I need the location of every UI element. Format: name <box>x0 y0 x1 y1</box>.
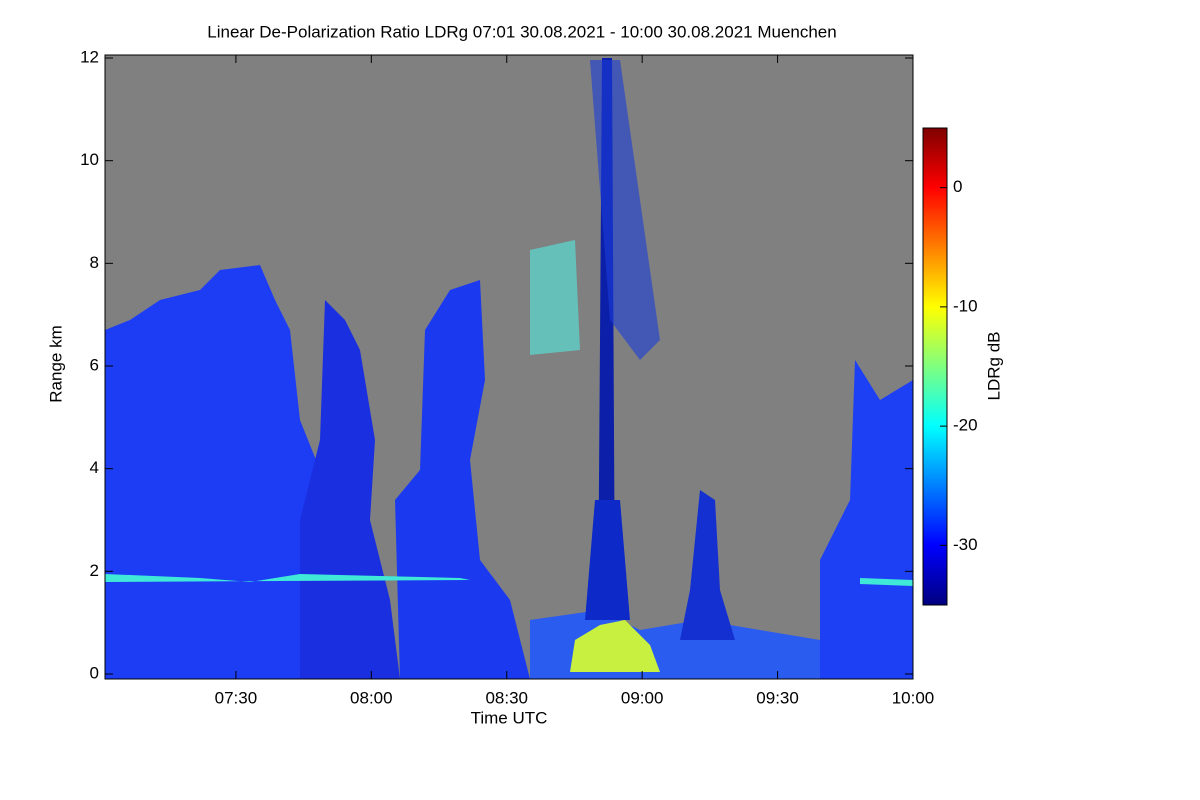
x-tick-label: 09:00 <box>621 688 664 707</box>
colorbar-tick-label: -20 <box>953 416 978 435</box>
plume <box>585 500 630 620</box>
y-tick-label: 0 <box>90 663 99 682</box>
y-tick-label: 2 <box>90 561 99 580</box>
colorbar-tick-label: 0 <box>953 177 962 196</box>
cloud-region <box>300 300 400 679</box>
cloud-region <box>105 265 330 679</box>
x-axis-label: Time UTC <box>471 708 548 727</box>
chart-title: Linear De-Polarization Ratio LDRg 07:01 … <box>207 22 836 41</box>
cloud-region <box>820 360 913 679</box>
x-tick-label: 08:00 <box>350 688 393 707</box>
echo-field <box>105 58 913 679</box>
aerosol-layer <box>530 240 580 355</box>
x-tick-label: 09:30 <box>756 688 799 707</box>
y-tick-label: 4 <box>90 458 99 477</box>
aerosol-layer <box>590 60 660 360</box>
y-tick-label: 12 <box>80 47 99 66</box>
plume <box>680 490 735 640</box>
y-tick-label: 6 <box>90 355 99 374</box>
colorbar <box>922 127 948 606</box>
boundary-layer <box>105 574 470 582</box>
cloud-region <box>570 620 660 672</box>
colorbar-tick-label: -30 <box>953 535 978 554</box>
colorbar-label: LDRg dB <box>984 332 1003 401</box>
colorbar-tick-label: -10 <box>953 296 978 315</box>
y-axis-label: Range km <box>46 325 65 402</box>
plot-frame <box>104 54 914 680</box>
x-tick-label: 07:30 <box>215 688 258 707</box>
x-tick-label: 08:30 <box>485 688 528 707</box>
boundary-layer <box>860 578 913 586</box>
x-tick-label: 10:00 <box>892 688 935 707</box>
y-tick-label: 8 <box>90 253 99 272</box>
y-tick-label: 10 <box>80 150 99 169</box>
